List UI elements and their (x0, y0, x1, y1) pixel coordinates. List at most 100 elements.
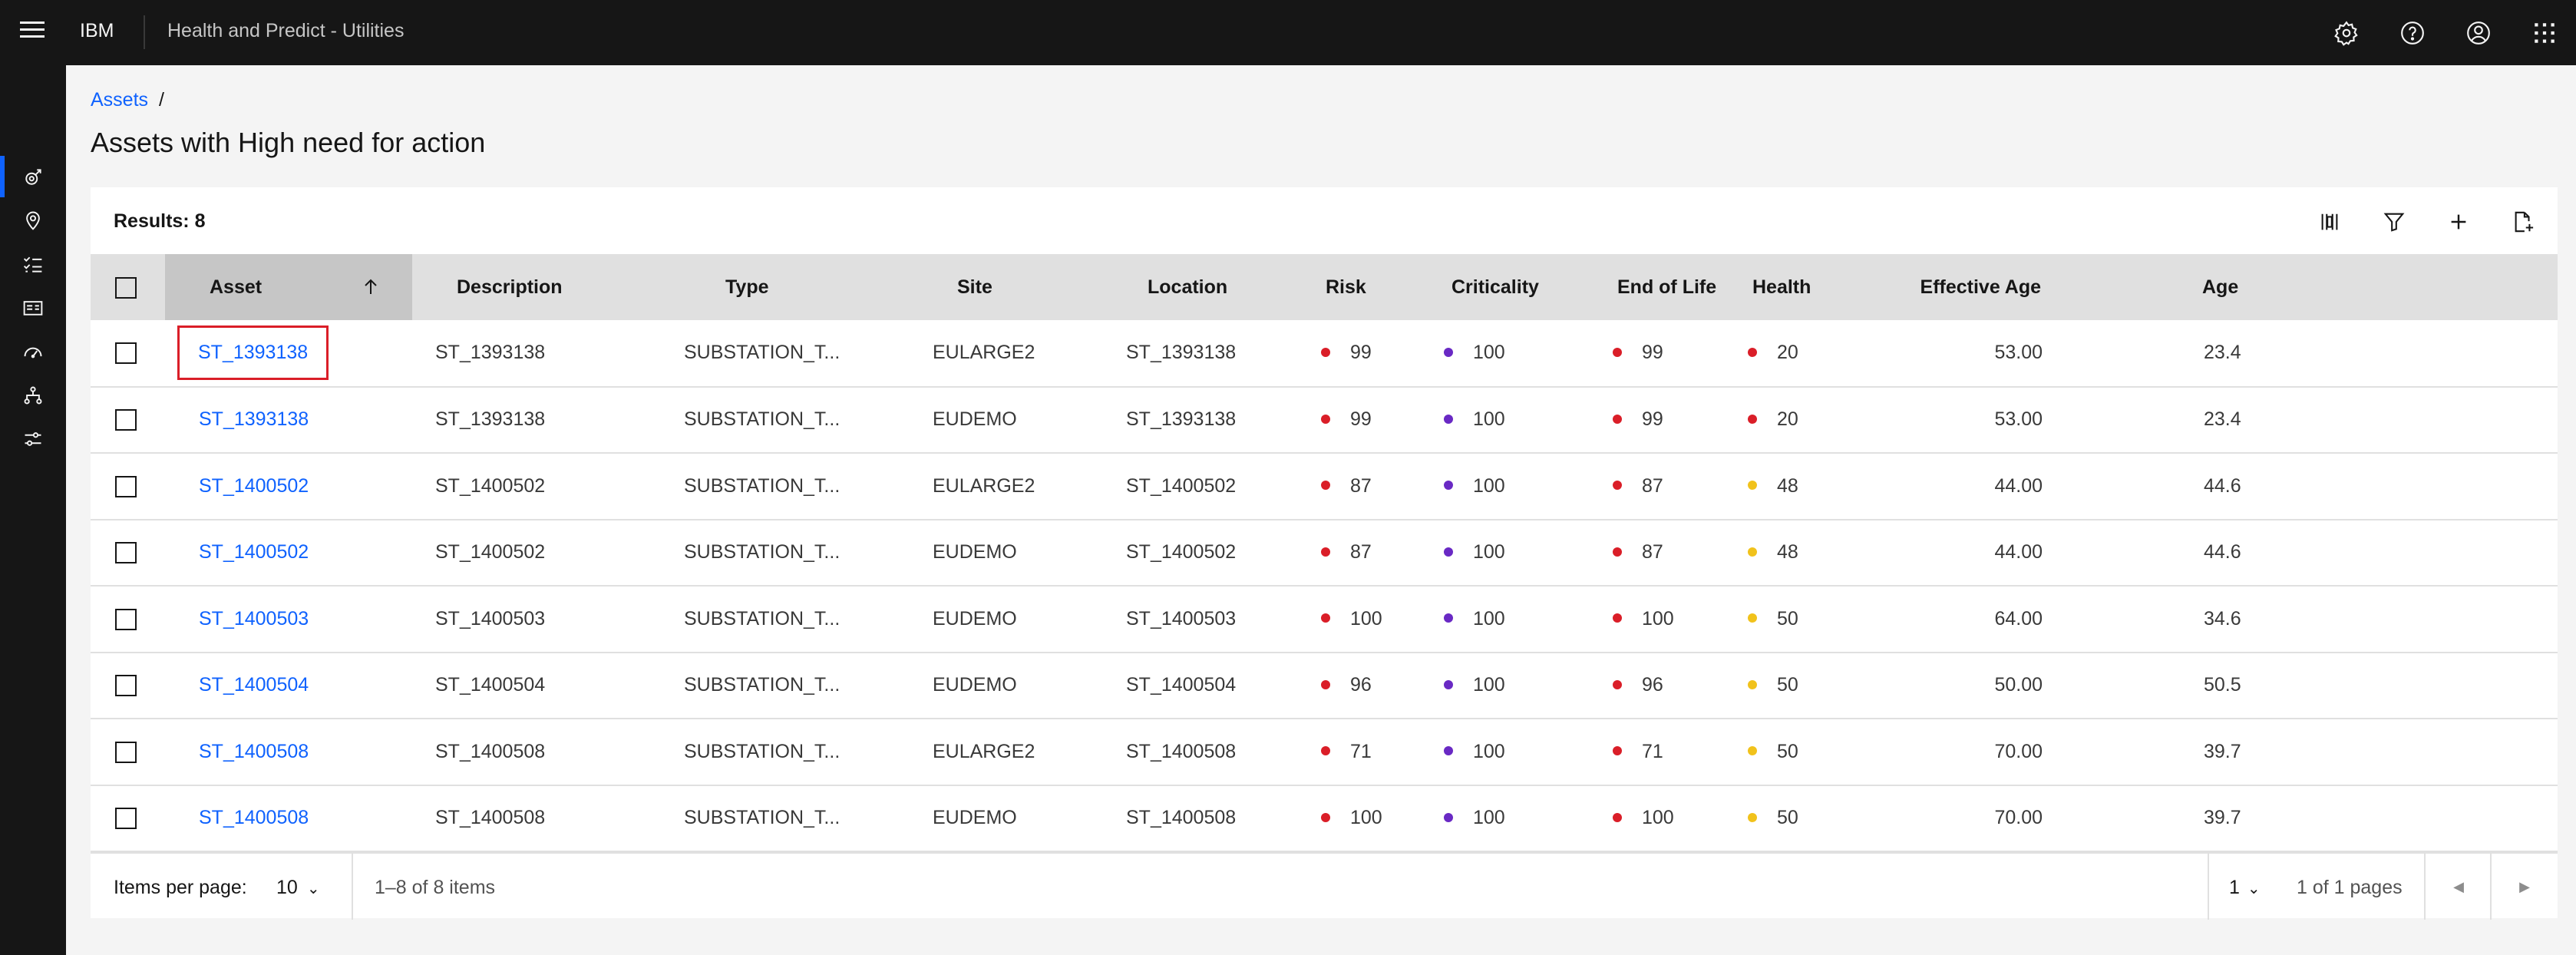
breadcrumb-assets-link[interactable]: Assets (91, 89, 149, 111)
effective-age-cell: 50.00 (1994, 674, 2043, 696)
end-of-life-value: 100 (1642, 807, 1674, 829)
column-header-description[interactable]: Description (412, 254, 661, 320)
select-all-cell (91, 254, 165, 320)
column-header-site[interactable]: Site (910, 254, 1118, 320)
chevron-down-icon: ⌄ (306, 881, 320, 897)
caret-left-icon: ◀ (2453, 878, 2464, 894)
filter-icon[interactable] (2375, 203, 2413, 241)
row-checkbox[interactable] (115, 608, 137, 630)
criticality-cell: 100 (1441, 387, 1594, 454)
location-cell: ST_1400502 (1126, 474, 1237, 497)
end-of-life-cell: 87 (1594, 453, 1729, 520)
export-icon[interactable] (2504, 203, 2542, 241)
type-cell: SUBSTATION_T... (684, 474, 841, 497)
items-per-page-label: Items per page: (114, 877, 247, 898)
health-value: 50 (1777, 607, 1798, 630)
row-select-cell (91, 520, 165, 587)
asset-link[interactable]: ST_1400502 (199, 541, 309, 563)
columns-icon[interactable] (2310, 203, 2349, 241)
type-cell: SUBSTATION_T... (684, 541, 841, 563)
asset-link[interactable]: ST_1400508 (199, 740, 309, 762)
previous-page-button[interactable]: ◀ (2426, 854, 2492, 920)
asset-cell: ST_1393138 (165, 320, 412, 387)
end-of-life-status-dot (1613, 613, 1622, 623)
settings-icon[interactable] (2329, 15, 2364, 51)
end-of-life-value: 71 (1642, 740, 1663, 762)
column-header-criticality[interactable]: Criticality (1441, 254, 1594, 320)
breadcrumb-separator: / (159, 89, 164, 111)
criticality-value: 100 (1473, 674, 1505, 696)
risk-cell: 99 (1303, 387, 1441, 454)
description-cell: ST_1400502 (435, 474, 546, 497)
age-cell: 44.6 (2204, 474, 2241, 497)
settings-sliders-icon[interactable] (0, 418, 66, 461)
checklist-icon[interactable] (0, 243, 66, 286)
page-number-select[interactable]: 1 ⌄ (2229, 877, 2261, 899)
health-value: 48 (1777, 541, 1798, 563)
pagination: Items per page: 10 ⌄ 1–8 of 8 items 1 ⌄ 1 … (91, 852, 2558, 920)
risk-value: 96 (1350, 674, 1372, 696)
column-header-location[interactable]: Location (1118, 254, 1303, 320)
effective-age-cell: 70.00 (1994, 807, 2043, 829)
next-page-button[interactable]: ▶ (2492, 854, 2558, 920)
product-name[interactable]: Health and Predict - Utilities (167, 20, 405, 41)
row-select-cell (91, 653, 165, 719)
health-cell: 50 (1729, 785, 1858, 852)
asset-link[interactable]: ST_1400502 (199, 474, 309, 497)
end-of-life-status-dot (1613, 347, 1622, 357)
health-status-dot (1748, 547, 1757, 557)
age-cell: 39.7 (2204, 740, 2241, 762)
health-status-dot (1748, 812, 1757, 822)
add-icon[interactable] (2439, 203, 2478, 241)
user-icon[interactable] (2461, 15, 2496, 51)
brand-name[interactable]: IBM (80, 20, 114, 41)
hierarchy-icon[interactable] (0, 374, 66, 417)
location-icon[interactable] (0, 199, 66, 242)
table-row: ST_1393138 ST_1393138 SUBSTATION_T... EU… (91, 386, 2558, 454)
row-checkbox[interactable] (115, 741, 137, 763)
menu-icon[interactable] (20, 21, 45, 40)
row-checkbox[interactable] (115, 675, 137, 697)
asset-link[interactable]: ST_1400504 (199, 674, 309, 696)
column-header-asset[interactable]: Asset (165, 254, 412, 320)
risk-cell: 100 (1303, 785, 1441, 852)
asset-link[interactable]: ST_1393138 (199, 408, 309, 431)
row-checkbox[interactable] (115, 475, 137, 497)
asset-link[interactable]: ST_1400503 (199, 607, 309, 630)
description-cell: ST_1400502 (435, 541, 546, 563)
page-title: Assets with High need for action (91, 127, 486, 158)
risk-status-dot (1321, 347, 1330, 357)
location-cell: ST_1393138 (1126, 408, 1237, 431)
description-cell: ST_1393138 (435, 342, 546, 364)
column-header-age[interactable]: Age (2043, 254, 2558, 320)
table-row: ST_1400508 ST_1400508 SUBSTATION_T... EU… (91, 785, 2558, 852)
column-header-effective-age[interactable]: Effective Age (1858, 254, 2043, 320)
criticality-status-dot (1444, 547, 1453, 557)
column-header-risk[interactable]: Risk (1303, 254, 1441, 320)
row-checkbox[interactable] (115, 342, 137, 365)
column-header-health[interactable]: Health (1729, 254, 1858, 320)
asset-link[interactable]: ST_1400508 (199, 807, 309, 829)
health-value: 48 (1777, 474, 1798, 497)
assets-data-table: Results: 8 (91, 187, 2558, 920)
help-icon[interactable] (2395, 15, 2430, 51)
items-per-page-select[interactable]: 10 ⌄ (276, 877, 320, 899)
end-of-life-value: 87 (1642, 474, 1663, 497)
asset-link[interactable]: ST_1393138 (198, 342, 309, 364)
column-header-type[interactable]: Type (661, 254, 910, 320)
column-header-site-label: Site (957, 276, 992, 298)
column-header-end-of-life[interactable]: End of Life (1594, 254, 1729, 320)
app-switcher-icon[interactable] (2527, 15, 2562, 51)
select-all-checkbox[interactable] (115, 276, 137, 299)
row-checkbox[interactable] (115, 808, 137, 830)
age-cell: 34.6 (2204, 607, 2241, 630)
dashboard-icon[interactable] (0, 156, 66, 199)
location-cell: ST_1400508 (1126, 807, 1237, 829)
row-checkbox[interactable] (115, 409, 137, 431)
chevron-down-icon: ⌄ (2247, 881, 2261, 897)
gauge-icon[interactable] (0, 330, 66, 373)
card-icon[interactable] (0, 286, 66, 329)
risk-value: 100 (1350, 807, 1382, 829)
row-checkbox[interactable] (115, 542, 137, 564)
criticality-value: 100 (1473, 474, 1505, 497)
